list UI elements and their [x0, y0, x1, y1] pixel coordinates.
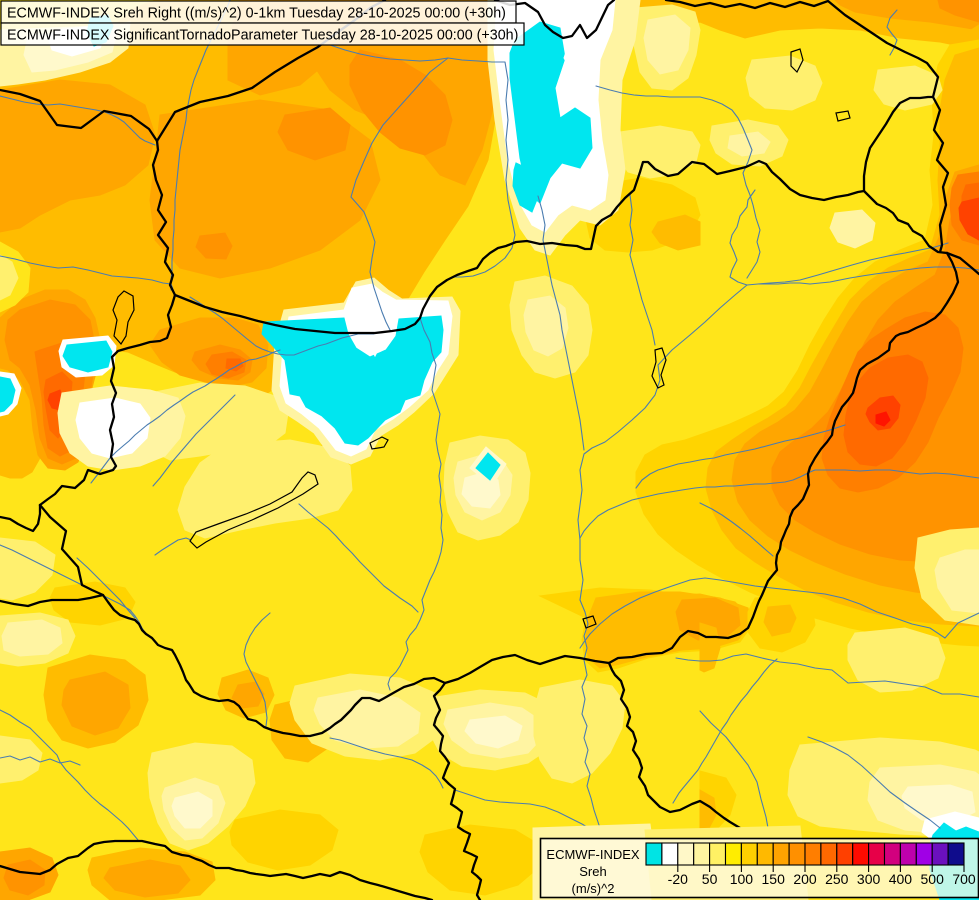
- svg-text:200: 200: [793, 871, 817, 887]
- svg-text:100: 100: [730, 871, 754, 887]
- svg-text:700: 700: [952, 871, 976, 887]
- svg-text:400: 400: [889, 871, 913, 887]
- svg-text:(m/s)^2: (m/s)^2: [572, 881, 615, 896]
- svg-text:-20: -20: [668, 871, 688, 887]
- svg-text:250: 250: [825, 871, 849, 887]
- svg-text:Sreh: Sreh: [579, 864, 606, 879]
- svg-text:300: 300: [857, 871, 881, 887]
- svg-text:50: 50: [702, 871, 718, 887]
- svg-text:150: 150: [762, 871, 786, 887]
- svg-text:ECMWF-INDEX: ECMWF-INDEX: [546, 847, 639, 862]
- svg-text:ECMWF-INDEX SignificantTornado: ECMWF-INDEX SignificantTornadoParameter …: [7, 28, 518, 44]
- svg-text:500: 500: [921, 871, 945, 887]
- svg-text:ECMWF-INDEX Sreh Right ((m/s)^: ECMWF-INDEX Sreh Right ((m/s)^2) 0-1km T…: [7, 6, 506, 22]
